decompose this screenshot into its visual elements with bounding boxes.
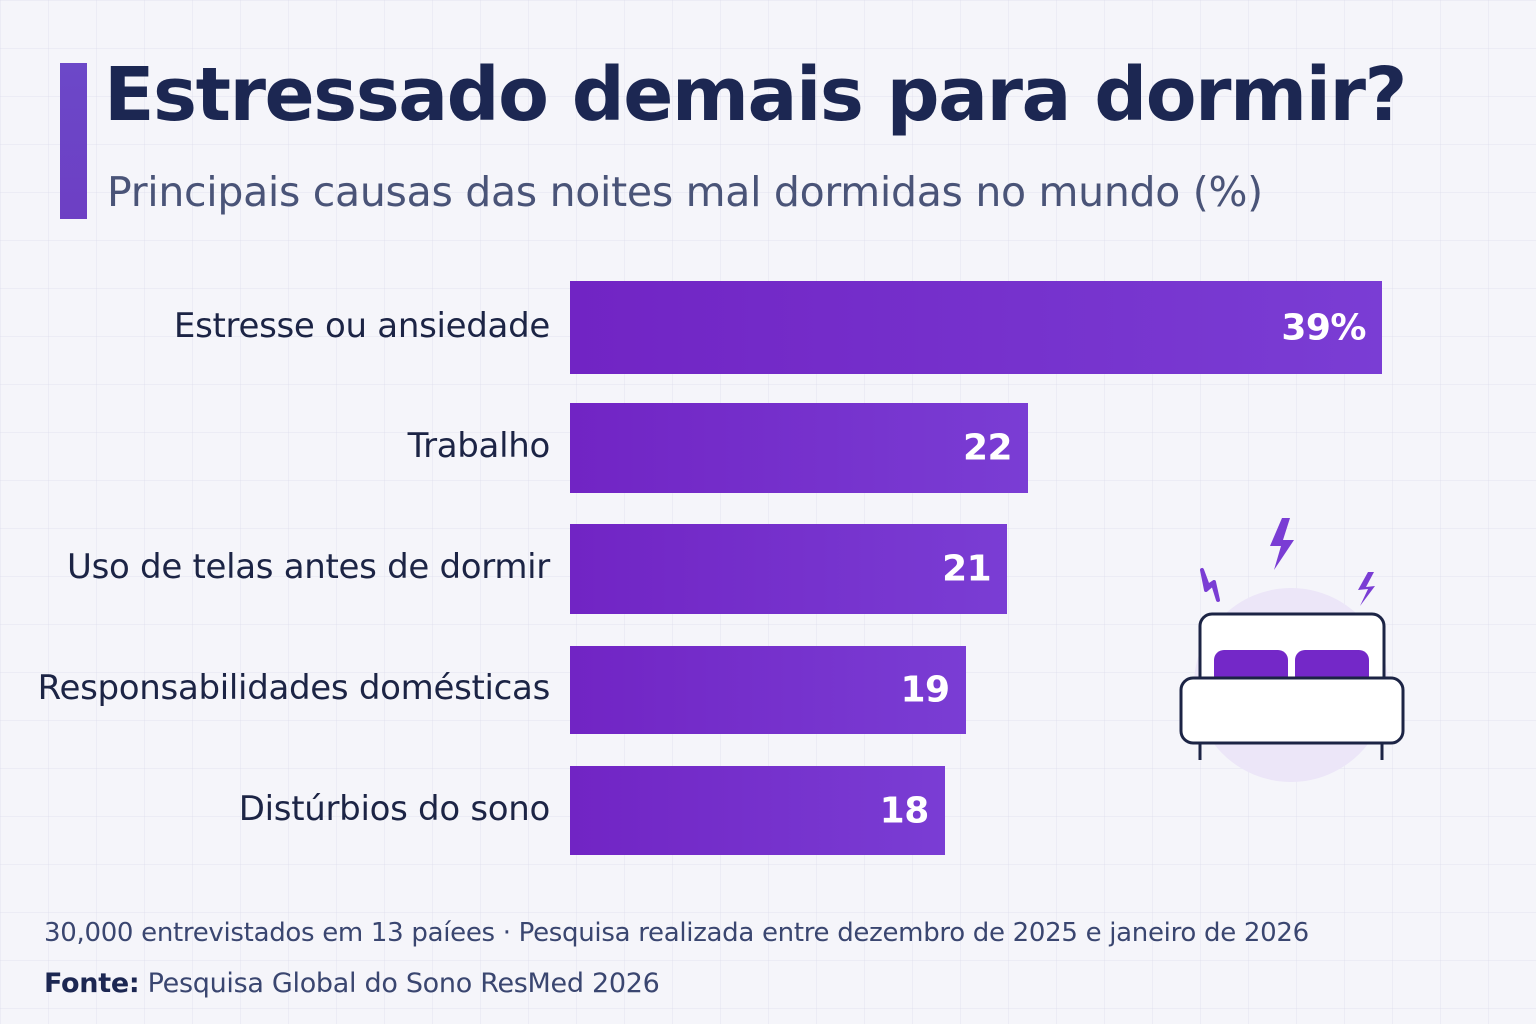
category-label: Distúrbios do sono <box>238 788 551 829</box>
bed-with-lightning-icon <box>1179 518 1405 782</box>
bar-value-label: 18 <box>879 790 930 831</box>
category-label: Uso de telas antes de dormir <box>67 547 550 587</box>
bar-value-label: 19 <box>900 669 950 711</box>
bar-value-label: 21 <box>942 548 992 590</box>
lightning-bolt-icon <box>1200 568 1220 602</box>
source-label: Fonte: <box>44 968 140 999</box>
bar: 19 <box>570 646 966 734</box>
bar-value-label: 39% <box>1281 307 1366 348</box>
source-line: Fonte: Pesquisa Global do Sono ResMed 20… <box>44 968 660 999</box>
chart-subtitle: Principais causas das noites mal dormida… <box>107 168 1263 216</box>
bar: 39% <box>570 281 1382 374</box>
bar: 18 <box>570 766 945 855</box>
footnote: 30,000 entrevistados em 13 paíees · Pesq… <box>44 918 1309 948</box>
bar: 21 <box>570 524 1008 614</box>
bed-mattress <box>1179 676 1405 745</box>
lightning-bolt-icon <box>1358 572 1375 606</box>
category-label: Trabalho <box>407 426 551 466</box>
bar: 22 <box>570 403 1029 493</box>
category-label: Estresse ou ansiedade <box>173 305 550 346</box>
lightning-bolt-icon <box>1270 518 1294 570</box>
category-label: Responsabilidades domésticas <box>37 668 551 708</box>
chart-title: Estressado demais para dormir? <box>104 52 1407 138</box>
title-accent-bar <box>60 63 87 219</box>
bar-value-label: 22 <box>962 427 1013 469</box>
source-text: Pesquisa Global do Sono ResMed 2026 <box>139 968 660 999</box>
